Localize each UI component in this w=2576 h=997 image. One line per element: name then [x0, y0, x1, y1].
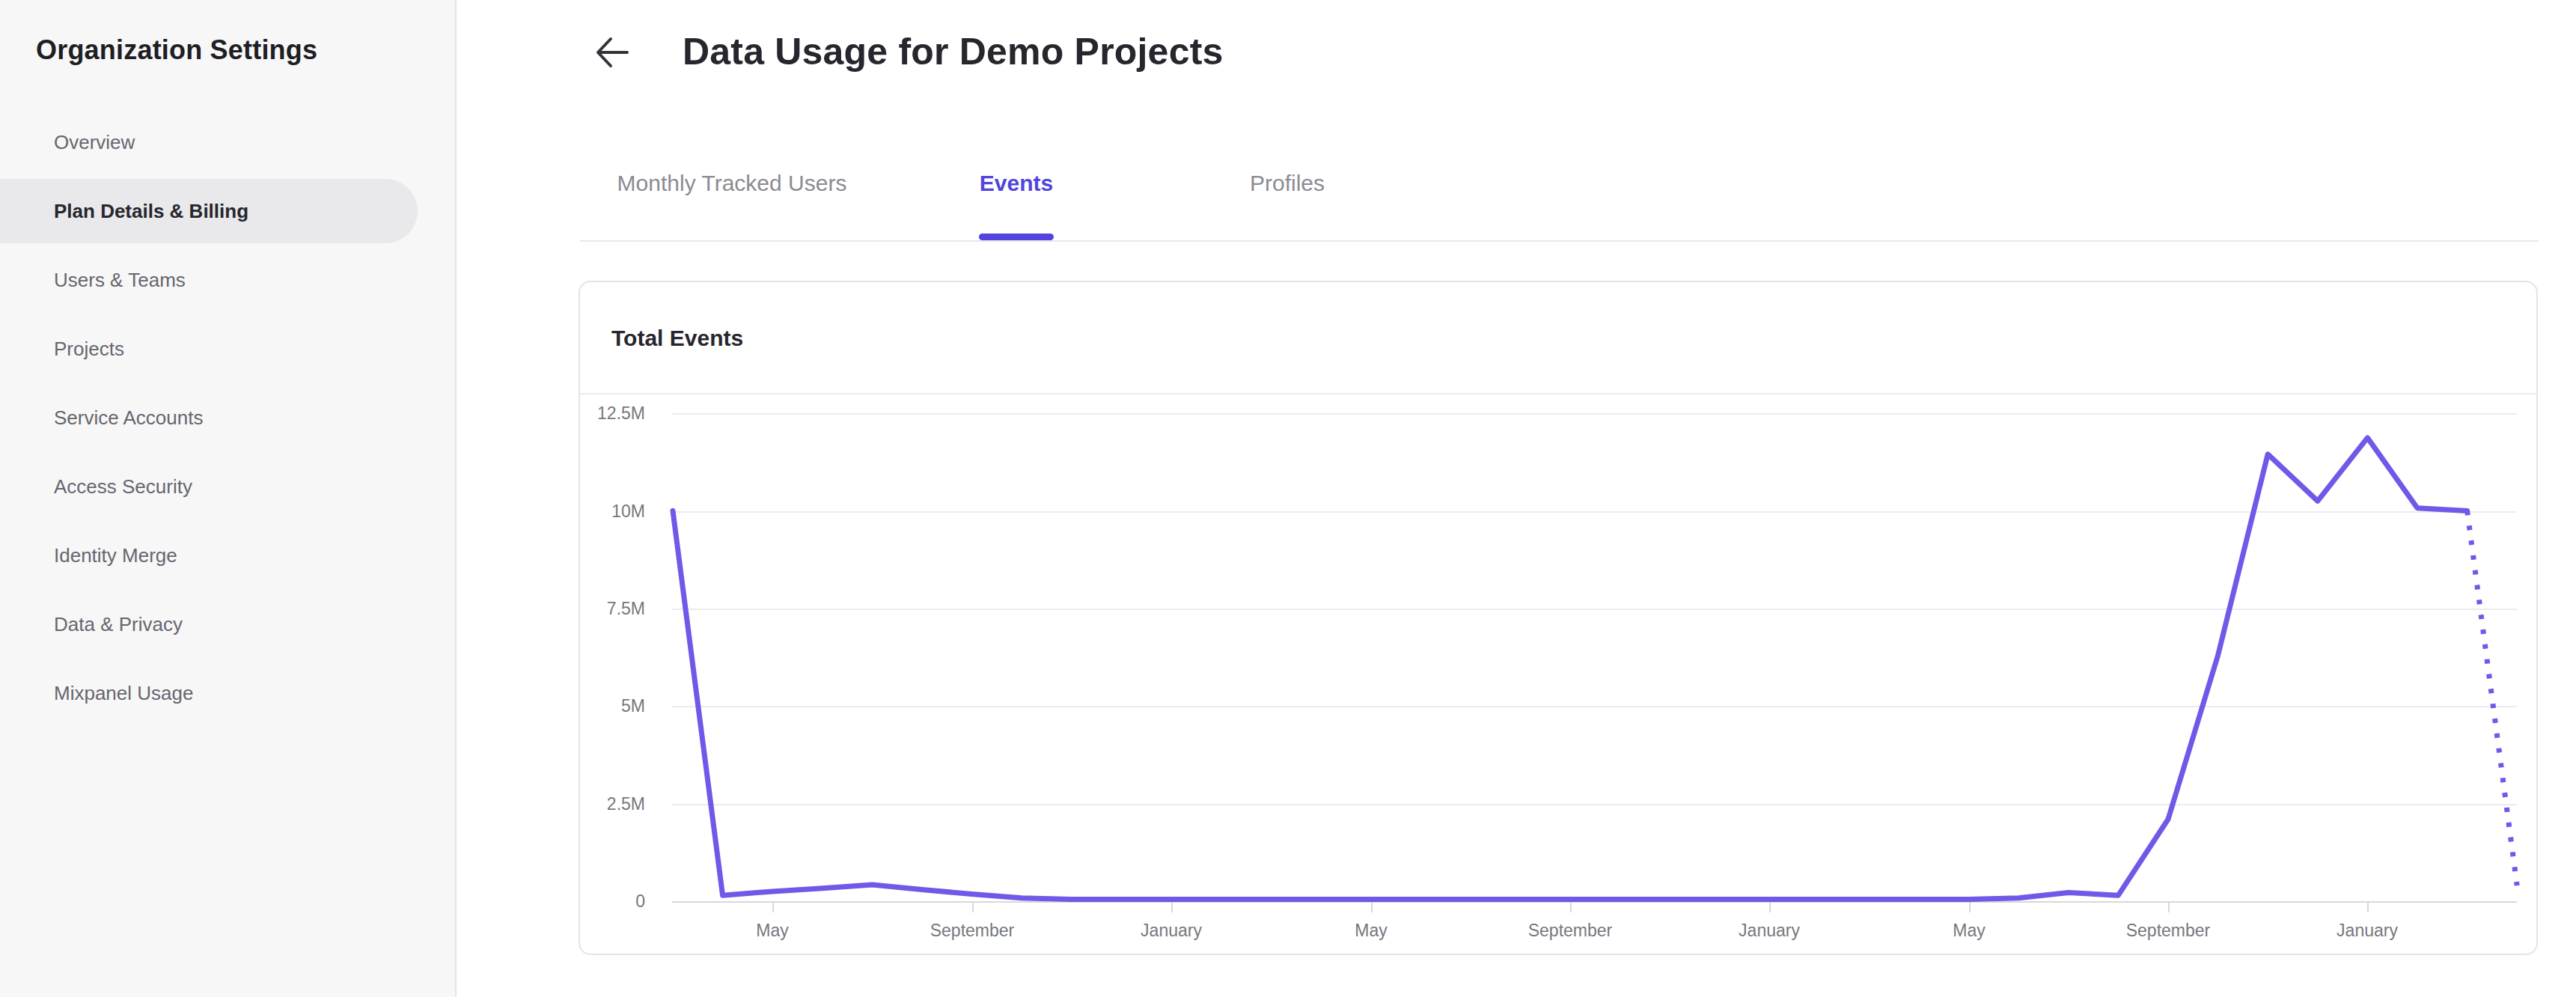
- gridline-2-5m: [672, 804, 2517, 805]
- sidebar-title: Organization Settings: [36, 34, 317, 66]
- x-tick-label: May: [756, 921, 788, 941]
- x-tick-mark: [772, 903, 774, 912]
- y-tick-label: 5M: [552, 696, 645, 716]
- sidebar-nav: Overview Plan Details & Billing Users & …: [0, 108, 457, 728]
- chart-title: Total Events: [611, 326, 743, 351]
- x-tick-label: September: [2126, 921, 2211, 941]
- card-header-divider: [580, 393, 2536, 394]
- sidebar-item-users-teams[interactable]: Users & Teams: [0, 246, 457, 314]
- x-tick-mark: [1769, 903, 1771, 912]
- x-tick-label: January: [1141, 921, 1202, 941]
- x-tick-mark: [2168, 903, 2170, 912]
- active-tab-underline: [979, 234, 1054, 240]
- x-tick-label: January: [2337, 921, 2398, 941]
- sidebar-item-projects[interactable]: Projects: [0, 314, 457, 383]
- back-button[interactable]: [591, 33, 633, 72]
- sidebar-item-overview[interactable]: Overview: [0, 108, 457, 177]
- x-tick-mark: [1570, 903, 1572, 912]
- sidebar-item-data-privacy[interactable]: Data & Privacy: [0, 590, 457, 659]
- x-tick-mark: [2367, 903, 2369, 912]
- x-tick-label: January: [1739, 921, 1800, 941]
- gridline-7-5m: [672, 609, 2517, 610]
- x-axis-line: [672, 901, 2517, 903]
- x-tick-label: September: [1528, 921, 1613, 941]
- x-tick-mark: [1969, 903, 1971, 912]
- x-tick-label: May: [1355, 921, 1387, 941]
- sidebar-item-access-security[interactable]: Access Security: [0, 452, 457, 521]
- tab-profiles[interactable]: Profiles: [1250, 171, 1325, 196]
- y-tick-label: 0: [552, 891, 645, 912]
- arrow-left-icon: [591, 33, 633, 72]
- x-tick-label: May: [1953, 921, 1985, 941]
- y-tick-label: 10M: [552, 501, 645, 522]
- total-events-card: Total Events: [579, 281, 2538, 955]
- y-tick-label: 12.5M: [552, 403, 645, 424]
- gridline-10m: [672, 511, 2517, 513]
- sidebar-item-service-accounts[interactable]: Service Accounts: [0, 383, 457, 452]
- tab-monthly-tracked-users[interactable]: Monthly Tracked Users: [617, 171, 847, 196]
- gridline-5m: [672, 706, 2517, 707]
- sidebar-item-mixpanel-usage[interactable]: Mixpanel Usage: [0, 659, 457, 728]
- x-tick-mark: [972, 903, 974, 912]
- y-tick-label: 7.5M: [552, 599, 645, 619]
- sidebar: Organization Settings Overview Plan Deta…: [0, 0, 457, 997]
- page-title: Data Usage for Demo Projects: [683, 30, 1224, 73]
- y-tick-label: 2.5M: [552, 794, 645, 814]
- page: Organization Settings Overview Plan Deta…: [0, 0, 2576, 997]
- sidebar-item-identity-merge[interactable]: Identity Merge: [0, 521, 457, 590]
- gridline-12-5m: [672, 413, 2517, 415]
- sidebar-item-plan-details-billing[interactable]: Plan Details & Billing: [0, 177, 457, 246]
- tabs-divider: [580, 240, 2539, 242]
- x-tick-label: September: [930, 921, 1015, 941]
- tab-events[interactable]: Events: [980, 171, 1053, 196]
- x-tick-mark: [1371, 903, 1373, 912]
- x-tick-mark: [1171, 903, 1173, 912]
